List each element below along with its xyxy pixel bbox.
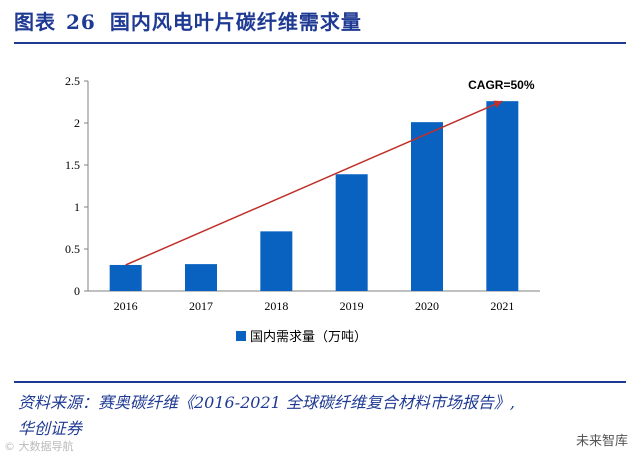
- x-tick-label: 2016: [114, 299, 138, 313]
- bar-chart: 0 0.5 1 1.5 2 2.5 2016 2017 2018 2019 2020 2021 CAGR…: [65, 74, 540, 345]
- x-tick-label: 2021: [490, 299, 514, 313]
- watermark-right: 未来智库: [575, 434, 628, 449]
- bar-2016: [109, 264, 142, 291]
- x-tick-label: 2020: [415, 299, 439, 313]
- bar-2020: [411, 122, 443, 291]
- bar-2021: [486, 101, 519, 291]
- source-rule: [14, 381, 626, 383]
- y-tick-label: 1.5: [65, 158, 80, 172]
- bar-2017: [185, 264, 217, 291]
- title-rule: [14, 42, 626, 44]
- cagr-trend-line: [125, 100, 503, 266]
- x-tick-label: 2017: [189, 299, 213, 313]
- figure-number: 26: [66, 10, 96, 34]
- bar-2018: [260, 231, 293, 291]
- y-tick-label: 0: [74, 284, 80, 298]
- watermark-left: © 大数据导航: [4, 440, 74, 453]
- legend-swatch: [236, 331, 246, 341]
- cagr-arrowhead: [493, 100, 503, 109]
- x-tick-label: 2018: [264, 299, 288, 313]
- y-tick-label: 1: [74, 200, 80, 214]
- source-note: 资料来源：赛奥碳纤维《2016-2021 全球碳纤维复合材料市场报告》, 华创证…: [18, 390, 618, 442]
- figure-label: 图表: [14, 10, 56, 34]
- figure-title: 图表 26 国内风电叶片碳纤维需求量: [14, 6, 362, 35]
- source-line-1: 资料来源：赛奥碳纤维《2016-2021 全球碳纤维复合材料市场报告》,: [18, 393, 516, 412]
- x-tick-label: 2019: [340, 299, 364, 313]
- cagr-label: CAGR=50%: [468, 78, 535, 92]
- chart-title: 国内风电叶片碳纤维需求量: [109, 10, 362, 34]
- legend-label: 国内需求量（万吨）: [250, 329, 367, 345]
- y-tick-label: 2.5: [65, 74, 80, 88]
- bar-2019: [335, 174, 368, 291]
- source-line-2: 华创证券: [18, 419, 83, 438]
- y-tick-label: 0.5: [65, 242, 80, 256]
- y-tick-label: 2: [74, 116, 80, 130]
